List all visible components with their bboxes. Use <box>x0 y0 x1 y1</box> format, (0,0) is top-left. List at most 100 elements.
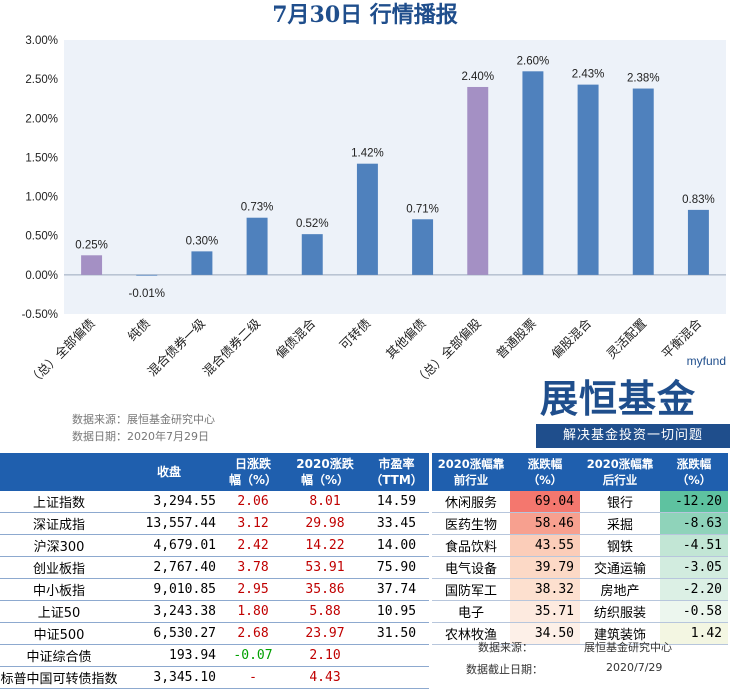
top-industry-change: 58.46 <box>510 512 580 535</box>
index-pe: 10.95 <box>364 600 429 623</box>
bottom-industry-name: 纺织服装 <box>580 600 660 623</box>
bar-chart: -0.50% 0.00% 0.50% 1.00% 1.50% 2.00% 2.50% 3.00… <box>22 35 726 388</box>
index-name: 上证50 <box>0 600 118 623</box>
category-label: 偏债混合 <box>272 315 318 361</box>
index-day-change: 2.06 <box>220 491 286 513</box>
y-tick-label: -0.50% <box>22 309 58 321</box>
plot-background <box>64 40 726 314</box>
index-name: 创业板指 <box>0 556 118 579</box>
index-day-change: 3.78 <box>220 556 286 579</box>
y-tick-label: 1.50% <box>25 152 58 164</box>
index-day-change: 2.95 <box>220 578 286 601</box>
index-close: 13,557.44 <box>118 512 220 535</box>
y-tick-label: 0.50% <box>25 231 58 243</box>
bar-value-label: 2.43% <box>572 69 605 81</box>
logo-small-text: myfund <box>686 354 726 368</box>
bar <box>301 234 323 275</box>
top-industry-change: 35.71 <box>510 600 580 623</box>
category-label: 纯债 <box>125 316 153 344</box>
industry-source-value: 展恒基金研究中心 <box>584 641 672 654</box>
bottom-industry-name: 建筑装饰 <box>580 622 660 645</box>
bottom-industry-name: 银行 <box>580 491 660 513</box>
bottom-industry-change: -8.63 <box>660 512 728 535</box>
brand-logo: myfund 展恒基金 解决基金投资一切问题 <box>536 354 730 450</box>
bar <box>467 86 489 275</box>
index-ytd-change: 14.22 <box>286 534 364 557</box>
top-industry-change: 38.32 <box>510 578 580 601</box>
category-label: 普通股票 <box>493 316 539 362</box>
bar-value-label: 2.60% <box>517 55 550 67</box>
bottom-industry-change: -12.20 <box>660 491 728 513</box>
industry-table-header: 2020涨幅靠 前行业 涨跌幅 （%） 2020涨幅靠 后行业 涨跌幅 （%） <box>432 453 728 491</box>
index-day-change: 2.68 <box>220 622 286 645</box>
category-label: 混合债券二级 <box>200 315 264 379</box>
bar-value-label: 2.40% <box>461 71 494 83</box>
index-table-header-cell: 收盘 <box>118 453 220 491</box>
table-row: 上证50 3,243.38 1.80 5.88 10.95 <box>0 600 429 623</box>
bar-value-label: -0.01% <box>129 288 165 300</box>
index-ytd-change: 23.97 <box>286 622 364 645</box>
index-day-change: 3.12 <box>220 512 286 535</box>
table-row: 电子 35.71 纺织服装 -0.58 <box>432 600 728 623</box>
y-tick-label: 2.50% <box>25 74 58 86</box>
index-name: 中证综合债 <box>0 644 118 667</box>
bar <box>632 88 654 275</box>
index-ytd-change: 8.01 <box>286 491 364 513</box>
category-label: （总）全部偏债 <box>25 316 97 388</box>
table-row: 中证综合债 193.94 -0.07 2.10 <box>0 644 429 667</box>
top-industry-name: 医药生物 <box>432 512 510 535</box>
industry-date-value: 2020/7/29 <box>606 661 663 674</box>
index-table: 收盘 日涨跌 幅（%） 2020涨跌 幅（%） 市盈率 （TTM） 上证指数 3,294… <box>0 453 429 689</box>
index-day-change: - <box>220 666 286 689</box>
top-industry-name: 休闲服务 <box>432 491 510 513</box>
table-row: 深证成指 13,557.44 3.12 29.98 33.45 <box>0 512 429 535</box>
top-industry-change: 39.79 <box>510 556 580 579</box>
table-row: 上证指数 3,294.55 2.06 8.01 14.59 <box>0 491 429 513</box>
bottom-industry-name: 钢铁 <box>580 534 660 557</box>
index-close: 3,345.10 <box>118 666 220 689</box>
category-label: 混合债券一级 <box>144 315 208 379</box>
bottom-industry-name: 交通运输 <box>580 556 660 579</box>
industry-table: 2020涨幅靠 前行业 涨跌幅 （%） 2020涨幅靠 后行业 涨跌幅 （%） 休闲服… <box>432 453 728 645</box>
bar <box>356 163 378 275</box>
top-industry-name: 电气设备 <box>432 556 510 579</box>
bar <box>191 251 213 275</box>
bar-value-label: 0.52% <box>296 218 329 230</box>
top-industry-change: 43.55 <box>510 534 580 557</box>
logo-main-text: 展恒基金 <box>540 377 697 421</box>
bar-value-label: 2.38% <box>627 73 660 85</box>
index-close: 4,679.01 <box>118 534 220 557</box>
y-tick-label: 3.00% <box>25 35 58 47</box>
logo-slogan: 解决基金投资一切问题 <box>536 424 730 448</box>
index-pe: 31.50 <box>364 622 429 645</box>
category-label: 可转债 <box>336 316 373 353</box>
y-tick-label: 1.00% <box>25 192 58 204</box>
index-day-change: 2.42 <box>220 534 286 557</box>
index-name: 沪深300 <box>0 534 118 557</box>
index-ytd-change: 4.43 <box>286 666 364 689</box>
bottom-industry-change: -0.58 <box>660 600 728 623</box>
bar-value-label: 0.83% <box>682 194 715 206</box>
bar-value-label: 0.73% <box>241 202 274 214</box>
industry-table-header-cell: 涨跌幅 （%） <box>660 453 728 491</box>
table-row: 中小板指 9,010.85 2.95 35.86 37.74 <box>0 578 429 601</box>
index-name: 中小板指 <box>0 578 118 601</box>
index-table-header-cell: 日涨跌 幅（%） <box>220 453 286 491</box>
bar <box>687 209 709 275</box>
index-pe: 33.45 <box>364 512 429 535</box>
index-close: 3,243.38 <box>118 600 220 623</box>
index-ytd-change: 2.10 <box>286 644 364 667</box>
table-row: 休闲服务 69.04 银行 -12.20 <box>432 491 728 513</box>
index-table-header-cell <box>0 453 118 491</box>
industry-table-header-cell: 2020涨幅靠 前行业 <box>432 453 510 491</box>
top-industry-change: 34.50 <box>510 622 580 645</box>
top-industry-change: 69.04 <box>510 491 580 513</box>
bar <box>577 84 599 275</box>
index-pe: 14.00 <box>364 534 429 557</box>
index-pe: 75.90 <box>364 556 429 579</box>
industry-table-header-cell: 2020涨幅靠 后行业 <box>580 453 660 491</box>
bar <box>81 255 103 275</box>
bottom-industry-change: -2.20 <box>660 578 728 601</box>
index-ytd-change: 53.91 <box>286 556 364 579</box>
data-date-note: 数据日期：2020年7月29日 <box>72 430 209 443</box>
